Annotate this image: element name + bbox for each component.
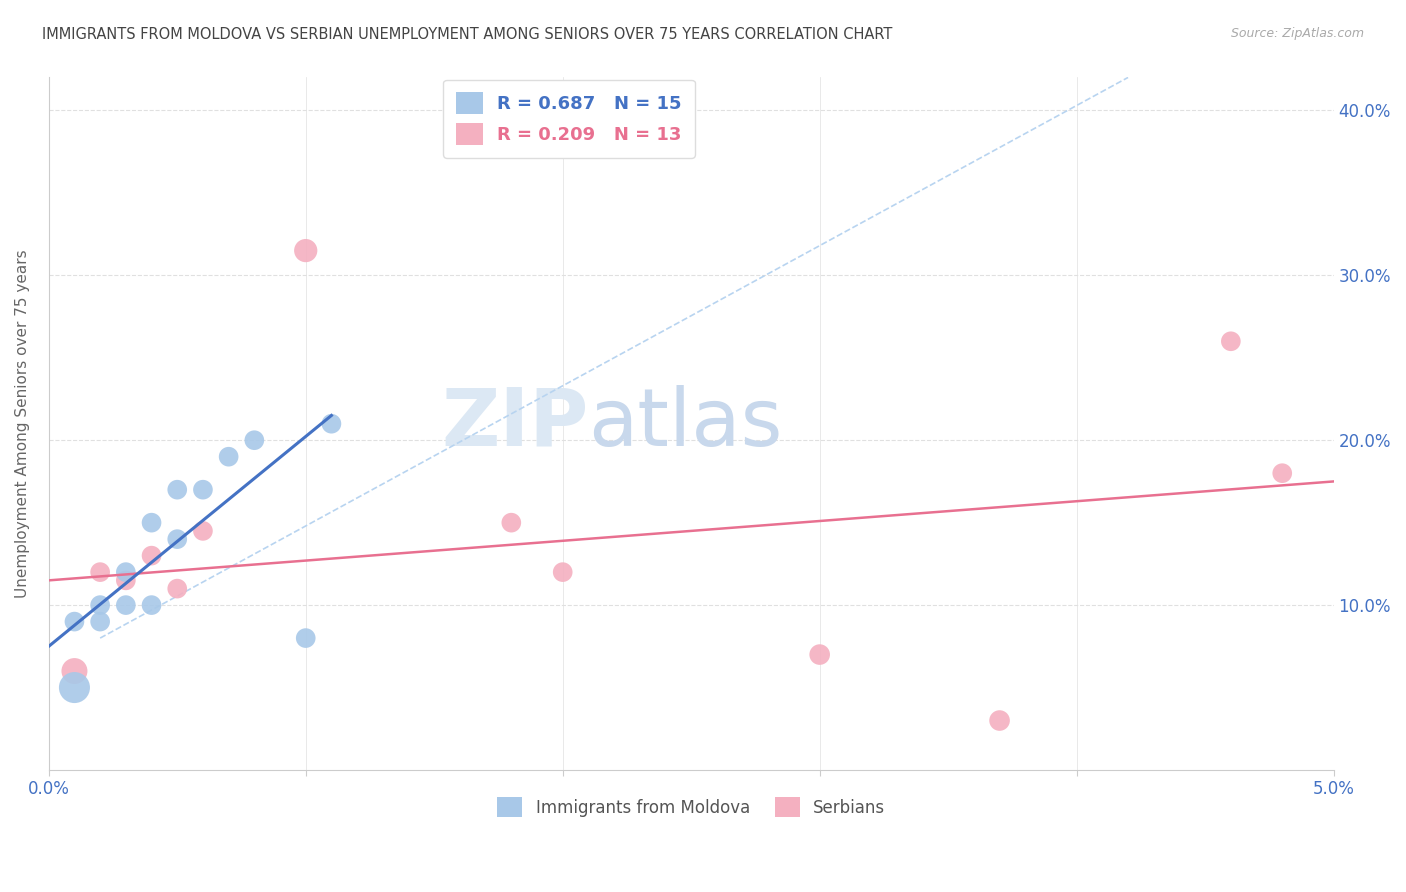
Y-axis label: Unemployment Among Seniors over 75 years: Unemployment Among Seniors over 75 years: [15, 250, 30, 598]
Point: [141, 549, 163, 563]
Point: [166, 483, 188, 497]
Point: [191, 524, 214, 538]
Point: [294, 244, 316, 258]
Point: [63, 615, 86, 629]
Point: [166, 582, 188, 596]
Point: [89, 615, 111, 629]
Point: [141, 516, 163, 530]
Point: [115, 565, 138, 579]
Point: [63, 681, 86, 695]
Text: atlas: atlas: [588, 384, 783, 463]
Legend: Immigrants from Moldova, Serbians: Immigrants from Moldova, Serbians: [491, 790, 891, 824]
Point: [243, 434, 266, 448]
Point: [808, 648, 831, 662]
Point: [191, 483, 214, 497]
Point: [988, 714, 1011, 728]
Point: [89, 598, 111, 612]
Point: [166, 532, 188, 546]
Point: [1219, 334, 1241, 349]
Point: [218, 450, 240, 464]
Point: [141, 598, 163, 612]
Point: [321, 417, 343, 431]
Point: [501, 516, 523, 530]
Text: ZIP: ZIP: [441, 384, 588, 463]
Point: [551, 565, 574, 579]
Point: [63, 664, 86, 678]
Point: [89, 565, 111, 579]
Text: IMMIGRANTS FROM MOLDOVA VS SERBIAN UNEMPLOYMENT AMONG SENIORS OVER 75 YEARS CORR: IMMIGRANTS FROM MOLDOVA VS SERBIAN UNEMP…: [42, 27, 893, 42]
Point: [115, 574, 138, 588]
Text: Source: ZipAtlas.com: Source: ZipAtlas.com: [1230, 27, 1364, 40]
Point: [294, 631, 316, 645]
Point: [115, 598, 138, 612]
Point: [1271, 466, 1294, 480]
